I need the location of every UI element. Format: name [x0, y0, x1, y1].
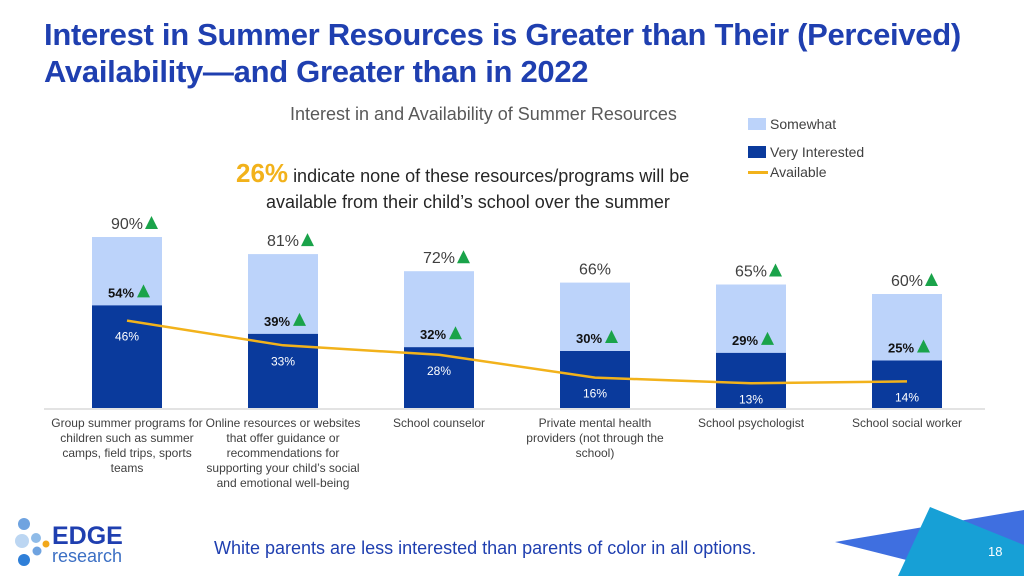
up-arrow-icon — [137, 284, 150, 298]
legend-swatch — [748, 118, 766, 130]
logo-word: research — [52, 546, 122, 566]
total-label: 66% — [579, 262, 611, 279]
up-arrow-icon — [449, 326, 462, 340]
callout-text: indicate none of these resources/program… — [293, 166, 690, 186]
logo-word: EDGE — [52, 522, 123, 550]
very-interested-label: 29% — [732, 333, 758, 348]
callout-text: available from their child’s school over… — [266, 192, 670, 212]
category-label: Online resources or websites that offer … — [205, 416, 361, 490]
callout: 26% indicate none of these resources/pro… — [236, 160, 756, 215]
legend-swatch — [748, 170, 768, 174]
callout-value: 26% — [236, 158, 289, 188]
very-interested-label: 30% — [576, 331, 602, 346]
legend-label: Somewhat — [770, 116, 837, 132]
available-label: 16% — [583, 387, 607, 401]
corner-decoration — [835, 507, 1024, 576]
legend-label: Available — [770, 164, 827, 180]
category-label: School psychologist — [697, 416, 805, 430]
up-arrow-icon — [769, 263, 782, 277]
category-label: School counselor — [392, 416, 486, 430]
very-interested-label: 39% — [264, 314, 290, 329]
up-arrow-icon — [301, 233, 314, 247]
total-label: 72% — [423, 250, 455, 267]
category-label: School social worker — [851, 416, 963, 430]
up-arrow-icon — [145, 216, 158, 229]
up-arrow-icon — [917, 339, 930, 353]
available-label: 28% — [427, 364, 451, 378]
up-arrow-icon — [925, 273, 938, 286]
available-label: 33% — [271, 354, 295, 368]
total-label: 90% — [111, 216, 143, 233]
available-line — [126, 319, 908, 385]
available-label: 14% — [895, 390, 919, 404]
legend-somewhat: Somewhat — [748, 110, 864, 138]
very-interested-label: 25% — [888, 341, 914, 356]
total-label: 65% — [735, 264, 767, 281]
up-arrow-icon — [761, 331, 774, 345]
very-interested-label: 54% — [108, 285, 134, 300]
legend-label: Very Interested — [770, 144, 865, 160]
page-title: Interest in Summer Resources is Greater … — [44, 17, 961, 89]
up-arrow-icon — [293, 312, 306, 326]
bar-very-interested — [92, 305, 162, 408]
logo: EDGE research — [15, 518, 123, 566]
legend-very: Very Interested — [748, 138, 864, 166]
up-arrow-icon — [457, 250, 470, 264]
bar-very-interested — [716, 352, 786, 408]
chart-title: Interest in and Availability of Summer R… — [290, 104, 677, 124]
total-label: 81% — [267, 233, 299, 250]
total-label: 60% — [891, 273, 923, 290]
legend-available: Available — [748, 158, 864, 186]
legend-swatch — [748, 146, 766, 158]
footer-note: White parents are less interested than p… — [214, 538, 757, 558]
up-arrow-icon — [605, 330, 618, 343]
category-label: Private mental health providers (not thr… — [526, 416, 664, 460]
very-interested-label: 32% — [420, 327, 446, 342]
bar-very-interested — [872, 360, 942, 408]
available-label: 13% — [739, 392, 763, 406]
page-number: 18 — [988, 544, 1003, 559]
category-label: Group summer programs for children such … — [51, 416, 203, 475]
legend: Somewhat Very Interested Available — [748, 110, 864, 186]
available-label: 46% — [115, 330, 139, 344]
